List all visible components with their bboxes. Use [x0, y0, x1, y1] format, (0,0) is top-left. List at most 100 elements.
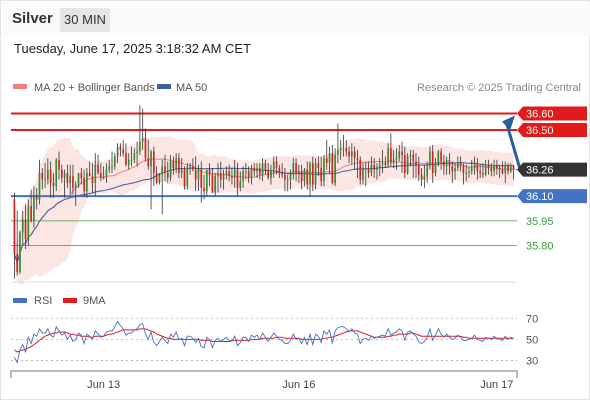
candle-body	[295, 163, 297, 173]
candle-body	[80, 172, 83, 178]
candle-body	[49, 169, 52, 183]
candle-body	[119, 146, 122, 150]
candle-body	[431, 151, 434, 173]
rsi-ma-line	[14, 328, 514, 353]
legend-ma50-label: MA 50	[176, 82, 207, 94]
target-label: 35.80	[526, 241, 554, 253]
candle-body	[136, 151, 138, 154]
candle-body	[83, 177, 85, 192]
candle-body	[434, 163, 437, 173]
candle-body	[392, 159, 395, 164]
target-label: 35.95	[526, 216, 554, 228]
chart-header: Silver 30 MIN	[2, 2, 590, 36]
candle-body	[261, 163, 264, 175]
candle-body	[164, 166, 166, 173]
candle-body	[172, 161, 175, 169]
candle-body	[245, 171, 247, 173]
candle-body	[52, 182, 55, 187]
candle-body	[351, 151, 353, 157]
candle-body	[189, 166, 191, 168]
price-plot	[11, 105, 522, 286]
candle-body	[105, 169, 108, 177]
level-label: 36.60	[526, 109, 554, 121]
candle-body	[387, 148, 389, 165]
candle-body	[100, 172, 102, 178]
credit-text: Research © 2025 Trading Central	[417, 82, 581, 94]
candle-body	[186, 166, 189, 187]
candle-body	[501, 169, 504, 173]
candle-body	[144, 138, 147, 159]
candle-body	[88, 172, 91, 177]
candle-body	[133, 153, 136, 160]
candle-body	[55, 159, 58, 187]
candle-body	[208, 169, 211, 175]
legend-rsi-swatch	[13, 298, 27, 303]
candle-body	[314, 163, 317, 185]
rsi-tick-label: 30	[526, 355, 538, 367]
candle-body	[169, 161, 172, 178]
candle-body	[194, 169, 197, 180]
candle-body	[487, 166, 490, 169]
candle-body	[337, 149, 339, 155]
candle-body	[309, 163, 311, 185]
candle-body	[19, 232, 21, 273]
candle-body	[180, 169, 183, 173]
candle-body	[504, 164, 507, 173]
candle-body	[404, 154, 406, 173]
candle-body	[429, 151, 431, 167]
candle-body	[306, 169, 309, 185]
candle-body	[86, 172, 88, 192]
candle-body	[376, 168, 378, 170]
candle-body	[33, 196, 35, 221]
legend-rsi-ma-label: 9MA	[83, 295, 106, 307]
level-badge	[517, 162, 587, 177]
candle-body	[217, 172, 219, 177]
timestamp: Tuesday, June 17, 2025 3:18:32 AM CET	[14, 41, 252, 56]
candle-body	[356, 158, 359, 160]
rsi-tick-label: 70	[526, 313, 538, 325]
candle-body	[27, 206, 30, 240]
candle-body	[370, 164, 373, 173]
candle-body	[381, 163, 384, 165]
candle-body	[258, 168, 261, 175]
candle-body	[147, 158, 150, 167]
candle-body	[320, 168, 323, 182]
candle-body	[345, 148, 348, 152]
candle-body	[373, 164, 375, 170]
candle-body	[116, 146, 119, 157]
candle-body	[24, 219, 27, 240]
candle-body	[406, 156, 409, 173]
candle-body	[378, 164, 381, 169]
candle-body	[286, 179, 289, 181]
candle-body	[325, 158, 328, 164]
candle-body	[153, 151, 155, 173]
candle-body	[214, 176, 217, 193]
candle-body	[205, 169, 208, 192]
candle-body	[401, 151, 403, 155]
candle-body	[21, 219, 24, 233]
candle-body	[367, 168, 370, 173]
candle-body	[443, 161, 445, 167]
candle-body	[236, 169, 239, 188]
candle-body	[289, 174, 292, 180]
candle-body	[158, 174, 161, 183]
x-axis	[10, 370, 518, 378]
level-label: 36.26	[526, 165, 554, 177]
candle-body	[284, 174, 286, 180]
legend-rsi-label: RSI	[34, 295, 52, 307]
candle-body	[465, 172, 468, 174]
candle-body	[359, 159, 362, 180]
candle-body	[311, 163, 314, 185]
candle-body	[102, 176, 105, 178]
candle-body	[44, 179, 46, 181]
candle-body	[16, 253, 19, 273]
candle-body	[35, 196, 38, 200]
candle-body	[247, 171, 250, 178]
candle-body	[420, 174, 423, 180]
candle-body	[470, 168, 473, 172]
candle-body	[139, 141, 141, 152]
candle-body	[270, 169, 272, 178]
candle-body	[468, 171, 470, 173]
timeframe-button[interactable]: 30 MIN	[60, 8, 110, 32]
